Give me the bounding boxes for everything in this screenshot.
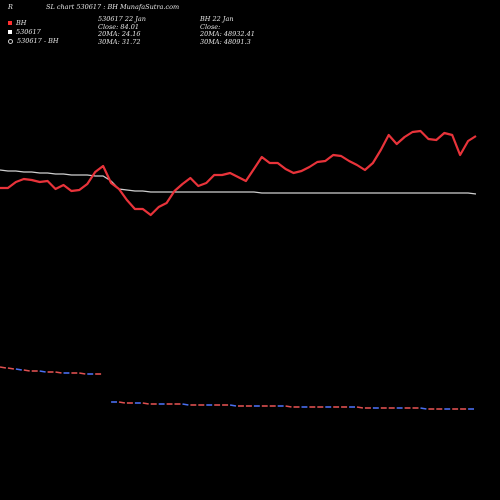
legend-item-bh: BH	[8, 19, 59, 28]
stats-30ma: 30MA: 31.72	[98, 37, 141, 46]
white-square-icon	[8, 30, 12, 34]
legend-item-530617: 530617	[8, 28, 59, 37]
chart-title: SL chart 530617 : BH MunafaSutra.com	[46, 3, 180, 11]
stats-30ma: 30MA: 48091.3	[200, 37, 251, 46]
bottom-dash-segment	[79, 372, 86, 375]
bottom-dash-segment	[182, 403, 189, 406]
stats-20ma: 20MA: 24.16	[98, 30, 141, 38]
legend-label: 530617	[16, 28, 41, 36]
stats-date: BH 22 Jan	[200, 15, 234, 23]
bottom-dash-segment	[142, 402, 149, 405]
bottom-dash-segment	[229, 404, 237, 407]
price-line	[0, 129, 477, 217]
header-left-label: R	[8, 3, 13, 11]
ma-line	[0, 169, 477, 195]
bottom-dash-segment	[39, 370, 46, 373]
bottom-dash-segment	[55, 371, 62, 374]
stats-close: Close: 84.01	[98, 22, 140, 31]
bottom-dash-segment	[420, 407, 427, 410]
legend-item-ratio: 530617 - BH	[8, 37, 59, 46]
bottom-dash-segment	[7, 367, 15, 370]
red-square-icon	[8, 21, 12, 25]
bottom-dash-segment	[15, 368, 22, 371]
stats-20ma: 20MA: 48932.41	[200, 30, 255, 38]
legend: BH 530617 530617 - BH	[8, 19, 59, 46]
bottom-dash-segment	[0, 366, 7, 369]
stats-date: 530617 22 Jan	[98, 15, 146, 23]
stats-close: Close:	[200, 22, 221, 31]
legend-label: 530617 - BH	[17, 37, 59, 45]
bottom-dash-segment	[356, 406, 364, 409]
bottom-dash-segment	[285, 405, 292, 408]
legend-label: BH	[16, 19, 27, 27]
circle-icon	[8, 38, 13, 44]
stats-block-bh: BH 22 Jan Close: 20MA: 48932.41 30MA: 48…	[200, 15, 255, 46]
bottom-dash-segment	[23, 369, 30, 372]
bottom-dash-segment	[118, 401, 126, 404]
stats-block-530617: 530617 22 Jan Close: 84.01 20MA: 24.16 3…	[98, 15, 146, 46]
